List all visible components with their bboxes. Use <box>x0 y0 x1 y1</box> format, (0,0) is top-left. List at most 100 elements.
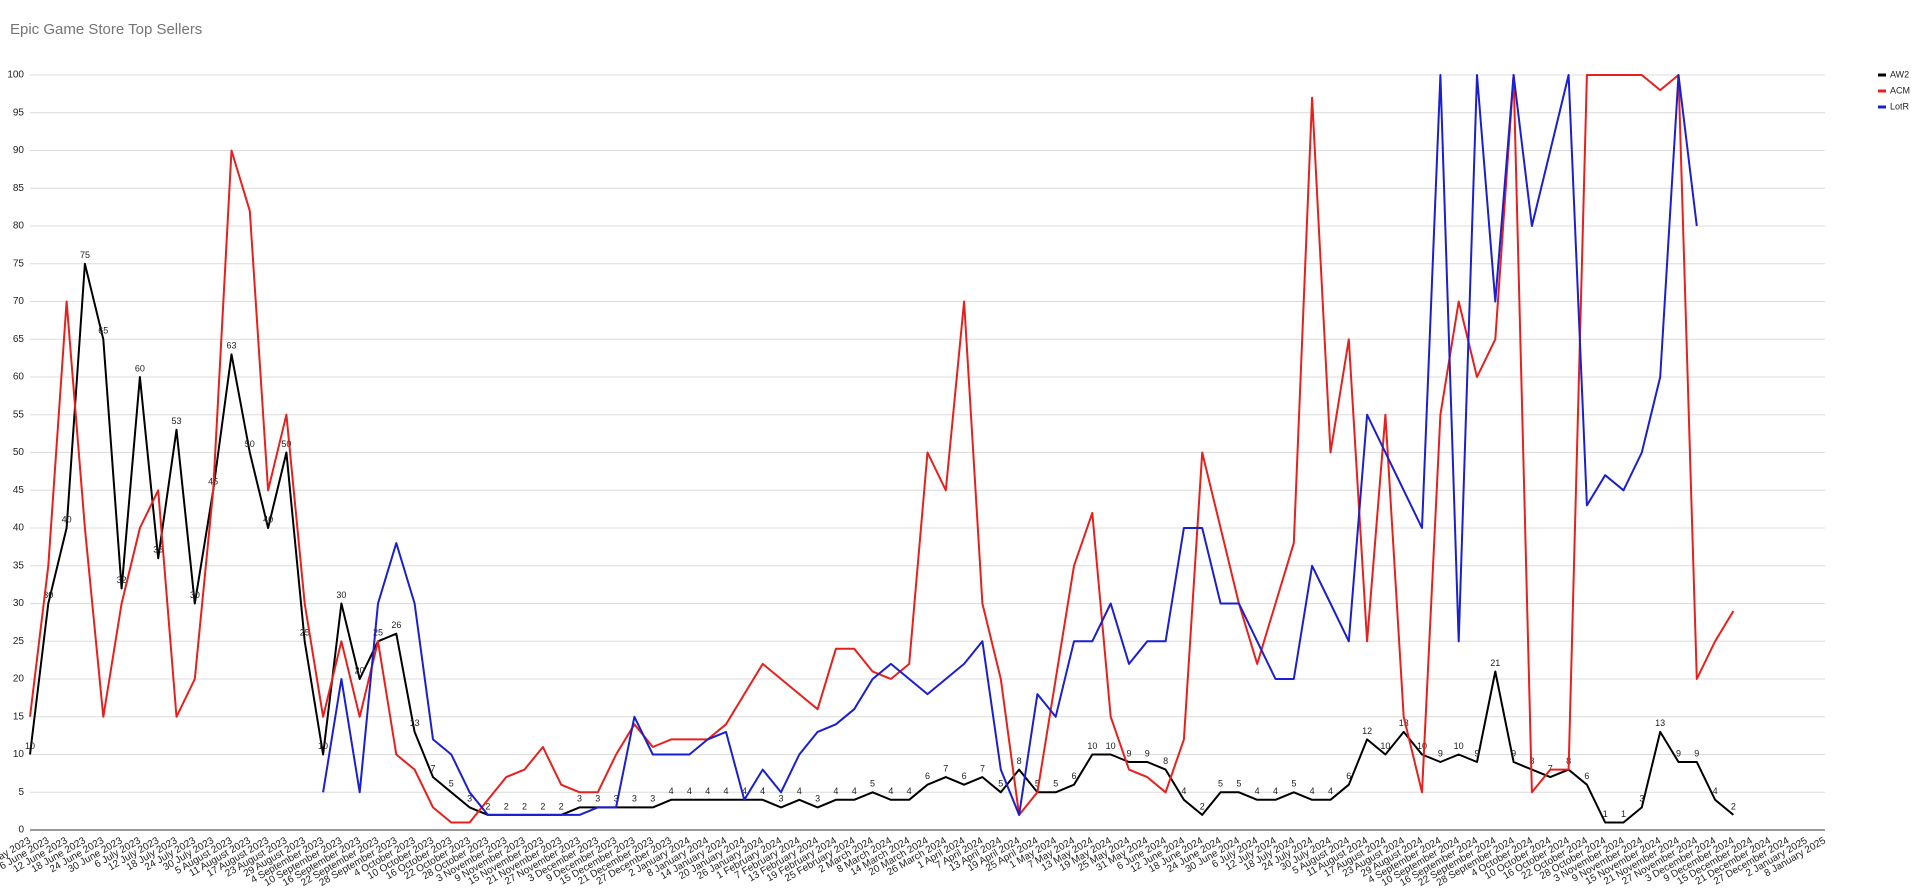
data-label: 63 <box>226 341 236 351</box>
legend-label: LotR <box>1890 101 1910 111</box>
data-label: 2 <box>485 801 490 811</box>
data-label: 3 <box>467 794 472 804</box>
y-tick-label: 0 <box>18 825 24 836</box>
y-tick-label: 60 <box>13 372 25 383</box>
data-label: 9 <box>1438 748 1443 758</box>
data-label: 4 <box>705 786 710 796</box>
data-label: 32 <box>117 575 127 585</box>
data-label: 3 <box>632 794 637 804</box>
legend-label: ACM <box>1890 85 1910 95</box>
data-label: 2 <box>559 801 564 811</box>
data-label: 12 <box>1362 726 1372 736</box>
data-label: 75 <box>80 250 90 260</box>
data-label: 2 <box>1731 801 1736 811</box>
data-label: 8 <box>1017 756 1022 766</box>
data-label: 36 <box>153 545 163 555</box>
data-label: 10 <box>1454 741 1464 751</box>
y-tick-label: 25 <box>13 636 25 647</box>
y-tick-label: 15 <box>13 711 25 722</box>
data-label: 10 <box>25 741 35 751</box>
y-tick-label: 65 <box>13 334 25 345</box>
data-label: 4 <box>1328 786 1333 796</box>
series-line <box>29 262 1735 824</box>
data-label: 9 <box>1145 748 1150 758</box>
y-tick-label: 95 <box>13 107 25 118</box>
data-label: 6 <box>1584 771 1589 781</box>
y-tick-label: 90 <box>13 145 25 156</box>
data-label: 5 <box>449 779 454 789</box>
data-label: 50 <box>281 439 291 449</box>
data-label: 3 <box>815 794 820 804</box>
data-label: 4 <box>1310 786 1315 796</box>
data-label: 4 <box>797 786 802 796</box>
data-label: 2 <box>522 801 527 811</box>
data-label: 40 <box>62 514 72 524</box>
data-label: 7 <box>1548 764 1553 774</box>
data-label: 1 <box>1621 809 1626 819</box>
data-label: 6 <box>1072 771 1077 781</box>
y-tick-label: 30 <box>13 598 25 609</box>
data-label: 10 <box>1087 741 1097 751</box>
data-label: 9 <box>1511 748 1516 758</box>
data-label: 2 <box>540 801 545 811</box>
data-label: 4 <box>724 786 729 796</box>
data-label: 10 <box>1380 741 1390 751</box>
data-label: 4 <box>1713 786 1718 796</box>
data-label: 6 <box>962 771 967 781</box>
data-label: 7 <box>430 764 435 774</box>
data-label: 9 <box>1694 748 1699 758</box>
data-label: 6 <box>1346 771 1351 781</box>
data-label: 1 <box>1603 809 1608 819</box>
data-label: 10 <box>1106 741 1116 751</box>
data-label: 3 <box>614 794 619 804</box>
data-label: 7 <box>943 764 948 774</box>
data-label: 40 <box>263 514 273 524</box>
data-label: 3 <box>778 794 783 804</box>
y-tick-label: 85 <box>13 183 25 194</box>
data-label: 4 <box>1255 786 1260 796</box>
data-label: 21 <box>1490 658 1500 668</box>
y-tick-label: 55 <box>13 409 25 420</box>
data-label: 5 <box>1218 779 1223 789</box>
chart-title: Epic Game Store Top Sellers <box>10 21 202 38</box>
y-tick-label: 75 <box>13 258 25 269</box>
data-label: 2 <box>504 801 509 811</box>
data-label: 10 <box>1417 741 1427 751</box>
data-label: 4 <box>1273 786 1278 796</box>
data-label: 30 <box>190 590 200 600</box>
data-label: 25 <box>373 628 383 638</box>
y-tick-label: 5 <box>18 787 24 798</box>
data-label: 4 <box>687 786 692 796</box>
data-label: 4 <box>669 786 674 796</box>
data-label: 4 <box>833 786 838 796</box>
y-tick-label: 50 <box>13 447 25 458</box>
data-label: 4 <box>907 786 912 796</box>
data-label: 53 <box>172 416 182 426</box>
data-label: 20 <box>355 665 365 675</box>
data-label: 3 <box>577 794 582 804</box>
y-tick-label: 35 <box>13 560 25 571</box>
data-label: 2 <box>1200 801 1205 811</box>
y-tick-label: 10 <box>13 749 25 760</box>
y-tick-label: 100 <box>7 70 24 81</box>
data-label: 5 <box>870 779 875 789</box>
y-tick-label: 70 <box>13 296 25 307</box>
data-label: 30 <box>43 590 53 600</box>
data-label: 25 <box>300 628 310 638</box>
data-label: 5 <box>998 779 1003 789</box>
data-label: 3 <box>1639 794 1644 804</box>
data-label: 13 <box>410 718 420 728</box>
data-label: 65 <box>98 326 108 336</box>
y-tick-label: 45 <box>13 485 25 496</box>
data-label: 6 <box>925 771 930 781</box>
y-tick-label: 20 <box>13 674 25 685</box>
data-label: 4 <box>760 786 765 796</box>
data-label: 5 <box>1291 779 1296 789</box>
data-label: 7 <box>980 764 985 774</box>
data-label: 8 <box>1163 756 1168 766</box>
y-tick-label: 40 <box>13 523 25 534</box>
data-label: 60 <box>135 363 145 373</box>
data-label: 5 <box>1035 779 1040 789</box>
data-label: 13 <box>1399 718 1409 728</box>
